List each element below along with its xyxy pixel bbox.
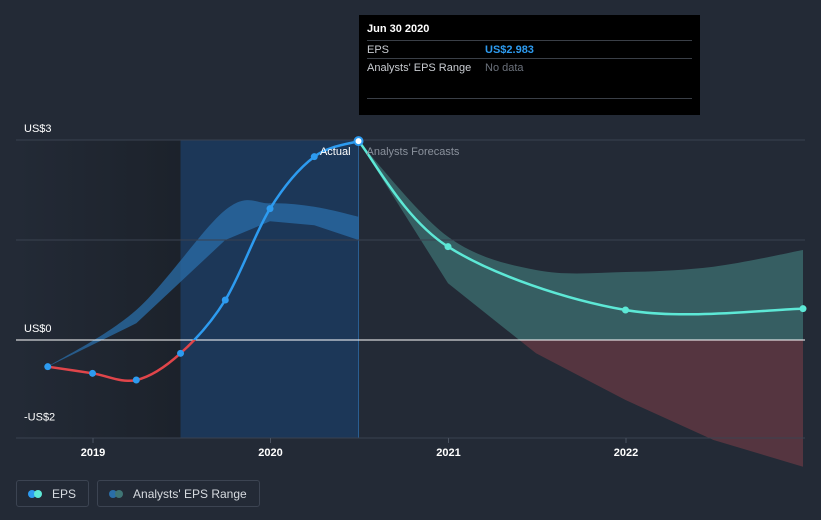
eps-forecast-point <box>444 243 452 251</box>
forecast-region-label: Analysts Forecasts <box>367 146 460 158</box>
chart-legend: EPS Analysts' EPS Range <box>16 480 260 507</box>
eps-swatch-icon <box>28 489 43 498</box>
eps-current-point <box>353 136 364 147</box>
y-tick-label: -US$2 <box>24 412 55 424</box>
forecast-range-band-positive <box>358 141 803 340</box>
x-tick-label: 2022 <box>614 447 638 459</box>
x-tick-label: 2019 <box>81 447 105 459</box>
eps-actual-point <box>44 363 52 371</box>
x-tick-label: 2020 <box>258 447 282 459</box>
tooltip-eps-row: EPS US$2.983 <box>367 40 692 58</box>
tooltip-range-value: No data <box>485 61 524 74</box>
tooltip-range-row: Analysts' EPS Range No data <box>367 58 692 76</box>
actual-region-label: Actual <box>320 146 351 158</box>
eps-actual-negative-line <box>47 340 197 383</box>
y-tick-label: US$0 <box>24 323 52 335</box>
x-tick-label: 2021 <box>436 447 460 459</box>
forecast-range-band-negative <box>519 340 803 467</box>
legend-range-toggle[interactable]: Analysts' EPS Range <box>97 480 260 507</box>
eps-forecast-line <box>357 140 804 316</box>
eps-actual-point <box>89 369 97 377</box>
eps-forecast-point <box>622 306 629 314</box>
eps-actual-point <box>132 376 140 384</box>
eps-actual-point <box>221 296 229 304</box>
actual-period-region <box>180 140 359 438</box>
eps-tooltip: Jun 30 2020 EPS US$2.983 Analysts' EPS R… <box>359 15 700 115</box>
eps-forecast-point <box>799 305 807 313</box>
actual-range-band <box>47 200 359 367</box>
eps-actual-line <box>192 139 359 340</box>
tooltip-range-label: Analysts' EPS Range <box>367 61 472 74</box>
legend-eps-label: EPS <box>52 486 77 501</box>
eps-actual-point <box>266 205 274 213</box>
tooltip-eps-value: US$2.983 <box>485 43 534 56</box>
legend-eps-toggle[interactable]: EPS <box>16 480 90 507</box>
tooltip-eps-label: EPS <box>367 43 390 56</box>
tooltip-spacer <box>367 76 692 99</box>
range-swatch-icon <box>109 489 124 498</box>
y-tick-label: US$3 <box>24 123 52 135</box>
eps-actual-point <box>310 153 318 161</box>
tooltip-date: Jun 30 2020 <box>367 23 430 35</box>
history-fade-region <box>16 140 181 438</box>
eps-actual-point <box>177 349 185 357</box>
legend-range-label: Analysts' EPS Range <box>133 486 247 501</box>
